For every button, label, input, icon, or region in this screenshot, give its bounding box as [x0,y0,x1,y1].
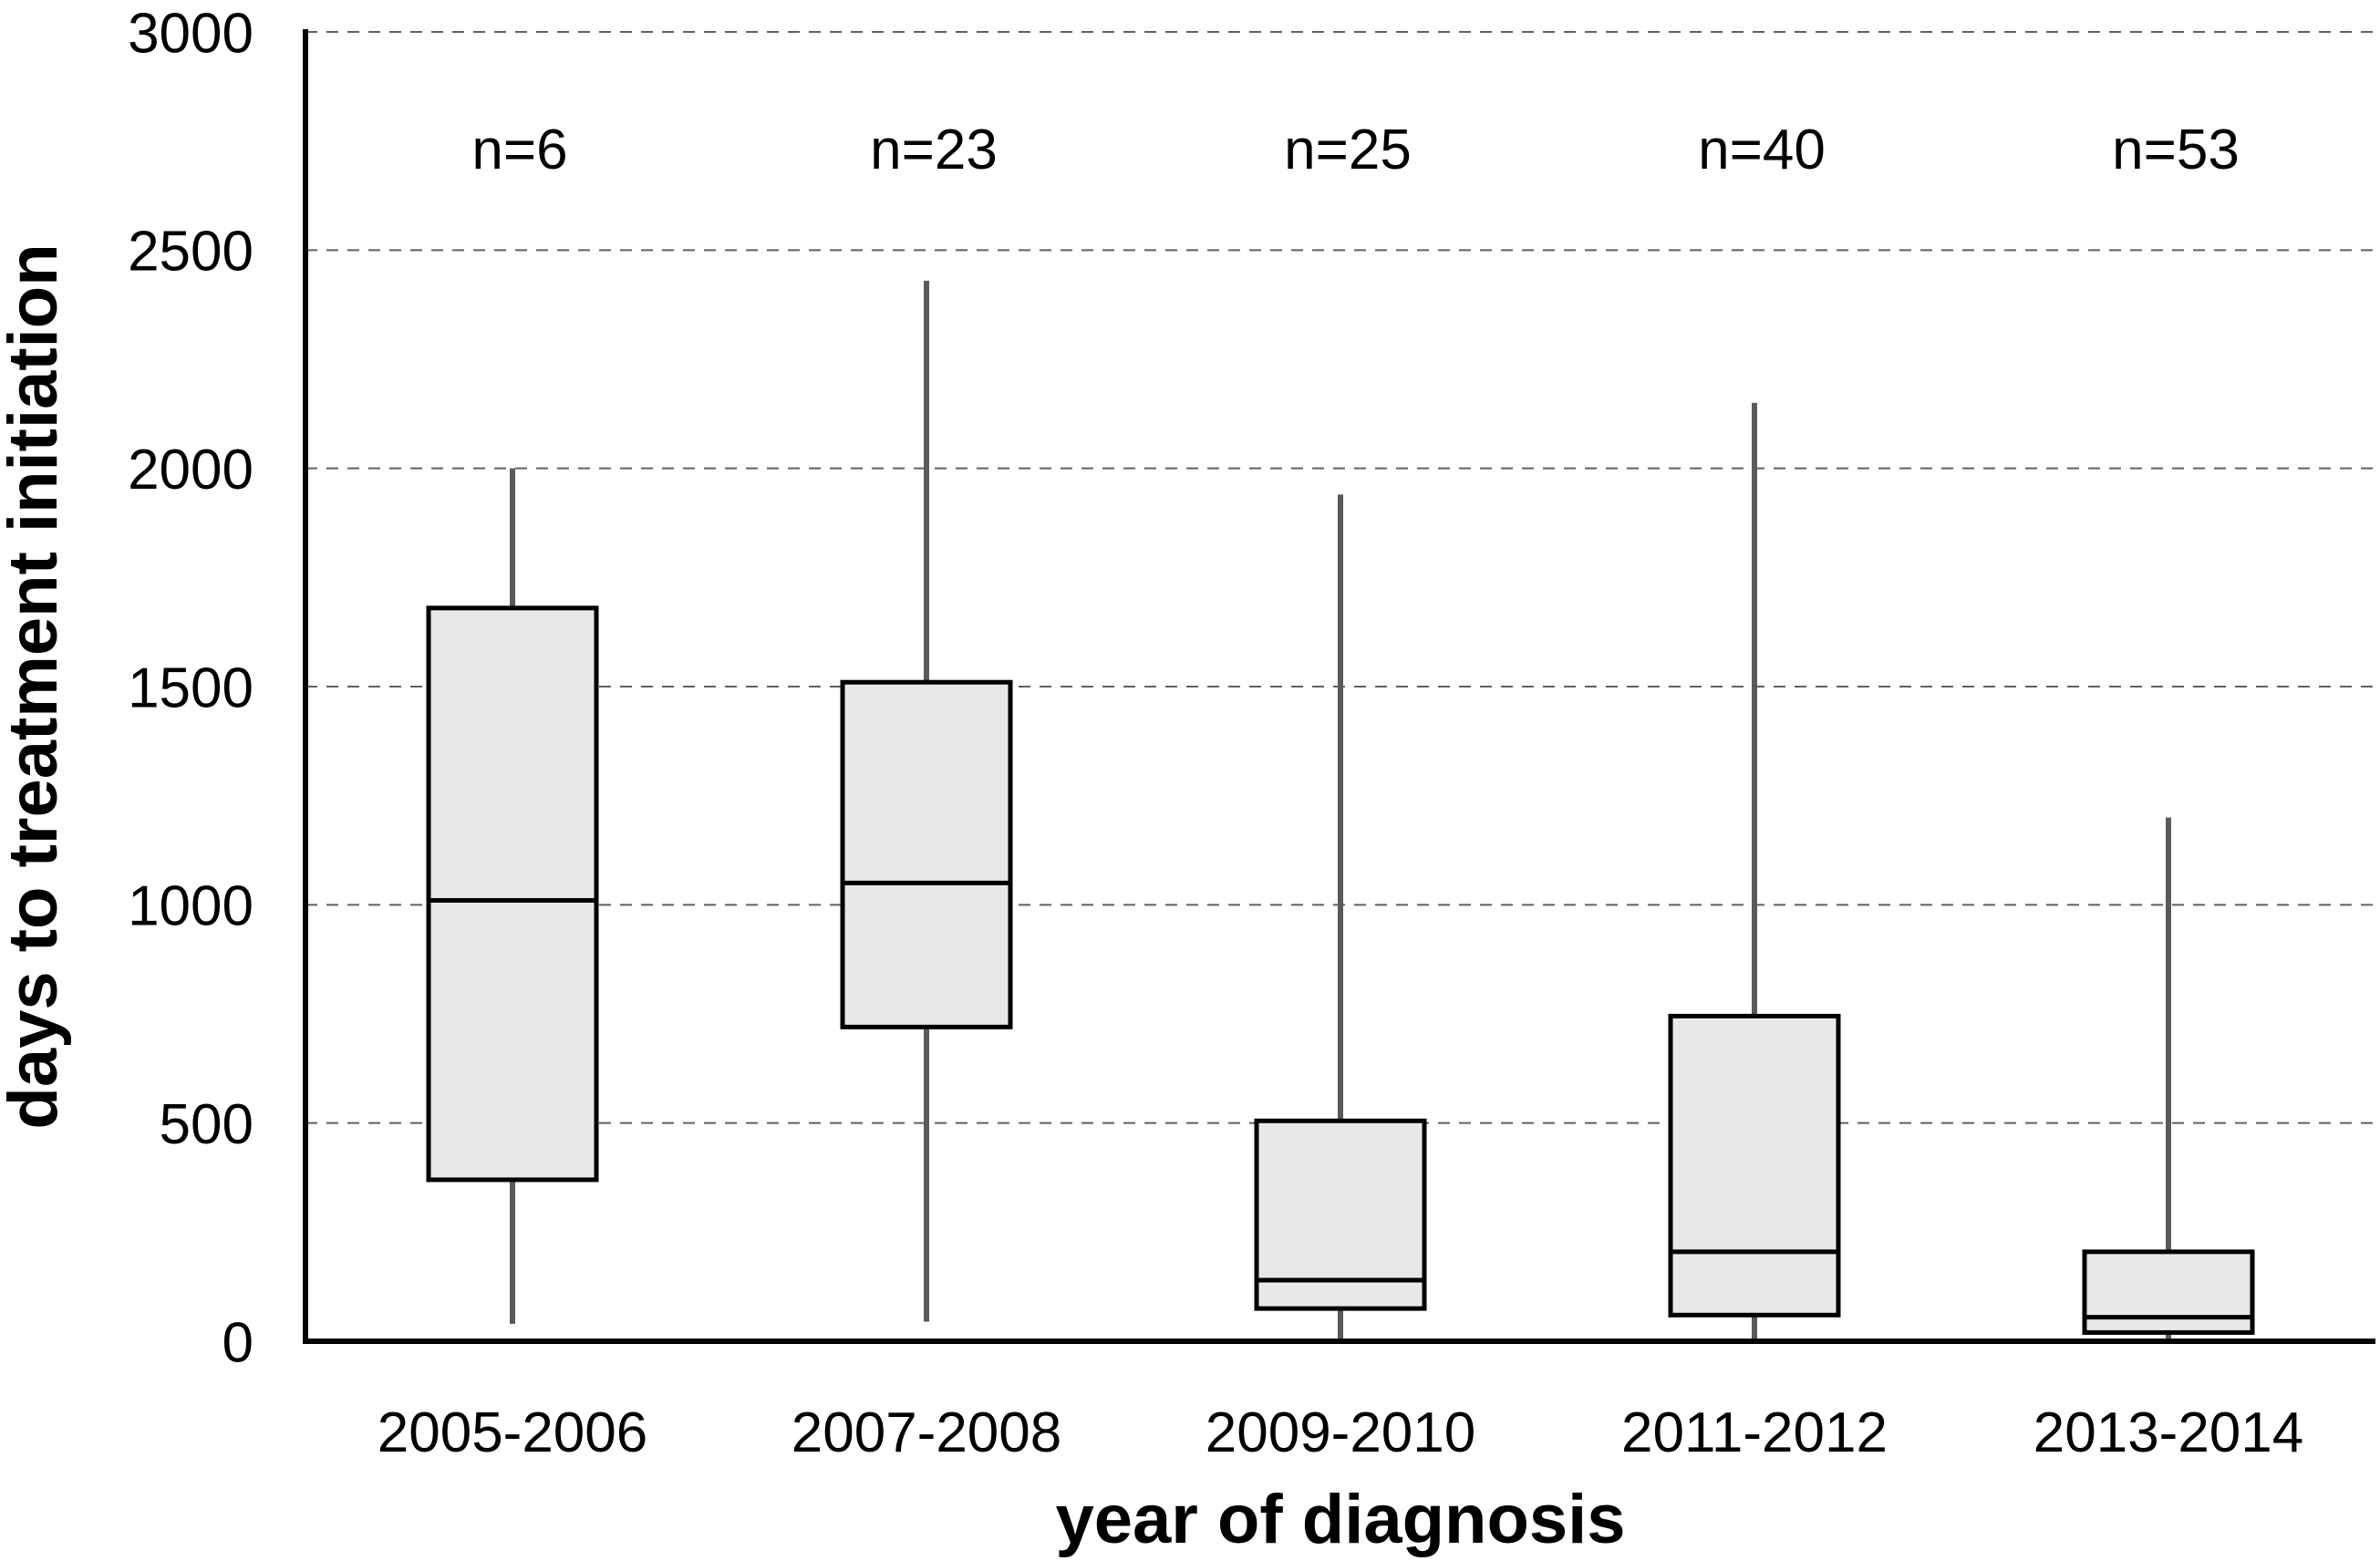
box-group-2013-2014 [2082,817,2255,1341]
y-tick-label-1000: 1000 [128,875,254,938]
box-2011-2012 [1668,1013,1841,1318]
y-tick-label-500: 500 [160,1093,254,1156]
box-2005-2006 [426,605,599,1183]
box-group-2009-2010 [1254,494,1427,1341]
y-tick-labels: 0 500 1000 1500 2000 2500 3000 [128,2,254,1374]
box-group-2011-2012 [1668,402,1841,1341]
axes [303,29,2375,1344]
x-tick-label-2007-2008: 2007-2008 [792,1401,1062,1464]
n-label-2013-2014: n=53 [2112,119,2240,181]
y-tick-label-2500: 2500 [128,221,254,284]
y-tick-label-2000: 2000 [128,439,254,501]
box-2009-2010 [1254,1118,1427,1311]
n-label-2007-2008: n=23 [870,119,998,181]
y-tick-label-3000: 3000 [128,2,254,65]
x-tick-label-2011-2012: 2011-2012 [1621,1401,1888,1464]
y-axis-title: days to treatment initiation [0,243,72,1129]
box-group-2007-2008 [840,280,1013,1322]
box-group-2005-2006 [426,468,599,1324]
n-label-2011-2012: n=40 [1698,119,1826,181]
x-tick-label-2009-2010: 2009-2010 [1206,1401,1476,1464]
sample-size-labels: n=6 n=23 n=25 n=40 n=53 [471,119,2239,181]
n-label-2009-2010: n=25 [1284,119,1412,181]
box-2007-2008 [840,679,1013,1029]
x-axis-title: year of diagnosis [1055,1481,1625,1558]
box-2013-2014 [2082,1249,2255,1335]
n-label-2005-2006: n=6 [471,119,567,181]
x-tick-label-2005-2006: 2005-2006 [378,1401,648,1464]
x-tick-labels: 2005-2006 2007-2008 2009-2010 2011-2012 2013… [378,1401,2304,1464]
y-tick-label-0: 0 [222,1311,254,1374]
x-tick-label-2013-2014: 2013-2014 [2033,1401,2304,1464]
boxes [426,280,2255,1341]
y-tick-label-1500: 1500 [128,656,254,719]
